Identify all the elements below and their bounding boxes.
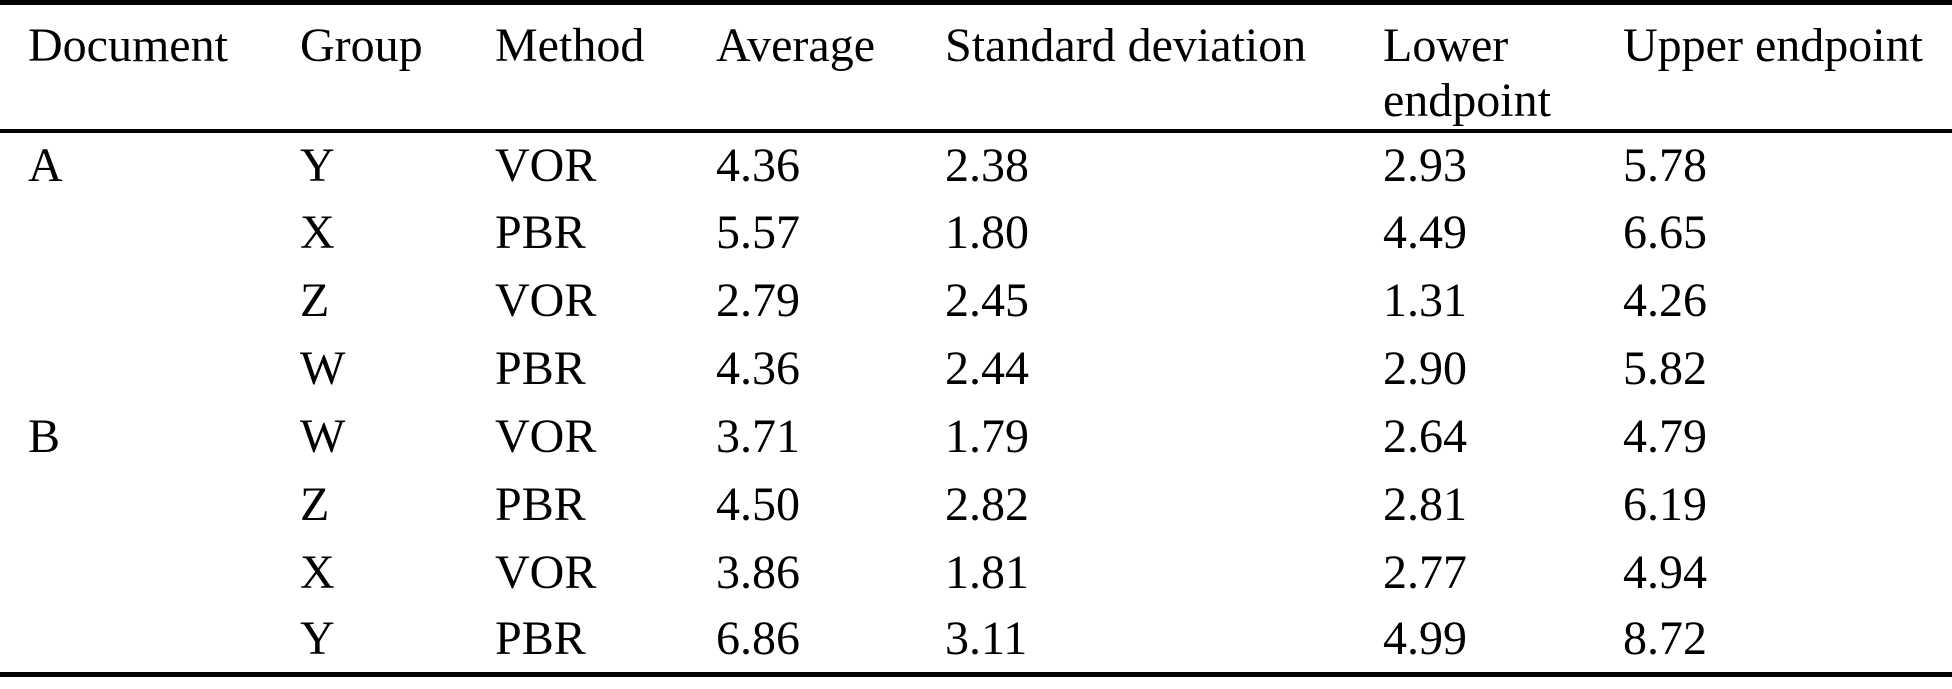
cell-average: 4.36 xyxy=(716,138,800,192)
cell-lower-endpoint: 2.90 xyxy=(1383,341,1467,395)
cell-average: 6.86 xyxy=(716,612,800,666)
cell-std-deviation: 2.82 xyxy=(945,477,1029,531)
cell-group: Y xyxy=(300,138,335,192)
cell-lower-endpoint: 4.49 xyxy=(1383,205,1467,259)
col-header-average: Average xyxy=(716,19,875,72)
table-row: B W VOR 3.71 1.79 2.64 4.79 xyxy=(0,403,1952,471)
cell-document xyxy=(0,539,300,607)
cell-method: VOR xyxy=(495,545,597,599)
table-row: W PBR 4.36 2.44 2.90 5.82 xyxy=(0,335,1952,403)
table-row: X VOR 3.86 1.81 2.77 4.94 xyxy=(0,539,1952,607)
cell-method: VOR xyxy=(495,273,597,327)
col-header-upper-endpoint: Upper endpoint xyxy=(1623,19,1923,72)
col-header-std-deviation: Standard deviation xyxy=(945,19,1307,72)
cell-group: Z xyxy=(300,273,330,327)
cell-lower-endpoint: 4.99 xyxy=(1383,612,1467,666)
col-header-lower-endpoint: Lower endpoint xyxy=(1383,19,1551,128)
cell-average: 4.36 xyxy=(716,341,800,395)
cell-average: 2.79 xyxy=(716,273,800,327)
cell-std-deviation: 2.44 xyxy=(945,341,1029,395)
cell-upper-endpoint: 4.26 xyxy=(1623,273,1707,327)
cell-upper-endpoint: 4.79 xyxy=(1623,409,1707,463)
cell-std-deviation: 1.80 xyxy=(945,205,1029,259)
col-header-method: Method xyxy=(495,19,645,72)
cell-method: PBR xyxy=(495,612,586,666)
cell-group: W xyxy=(300,409,346,463)
cell-group: X xyxy=(300,545,335,599)
cell-method: VOR xyxy=(495,409,597,463)
cell-average: 3.71 xyxy=(716,409,800,463)
cell-upper-endpoint: 6.19 xyxy=(1623,477,1707,531)
cell-document xyxy=(0,267,300,335)
cell-document xyxy=(0,199,300,267)
cell-group: X xyxy=(300,205,335,259)
cell-method: VOR xyxy=(495,138,597,192)
cell-method: PBR xyxy=(495,477,586,531)
cell-document xyxy=(0,471,300,539)
cell-average: 4.50 xyxy=(716,477,800,531)
cell-document xyxy=(0,607,300,675)
col-header-group: Group xyxy=(300,19,423,72)
cell-document: B xyxy=(28,409,61,463)
cell-group: Z xyxy=(300,477,330,531)
cell-upper-endpoint: 5.82 xyxy=(1623,341,1707,395)
cell-lower-endpoint: 2.64 xyxy=(1383,409,1467,463)
cell-std-deviation: 2.38 xyxy=(945,138,1029,192)
cell-method: PBR xyxy=(495,341,586,395)
header-row: Document Group Method Average Standard d… xyxy=(0,3,1952,131)
cell-std-deviation: 2.45 xyxy=(945,273,1029,327)
cell-std-deviation: 3.11 xyxy=(945,612,1028,666)
cell-lower-endpoint: 2.81 xyxy=(1383,477,1467,531)
col-header-document: Document xyxy=(28,19,228,72)
table-row: Z PBR 4.50 2.82 2.81 6.19 xyxy=(0,471,1952,539)
cell-upper-endpoint: 8.72 xyxy=(1623,612,1707,666)
cell-group: Y xyxy=(300,612,335,666)
cell-document: A xyxy=(28,138,63,192)
cell-average: 3.86 xyxy=(716,545,800,599)
cell-average: 5.57 xyxy=(716,205,800,259)
cell-document xyxy=(0,335,300,403)
cell-lower-endpoint: 1.31 xyxy=(1383,273,1467,327)
cell-std-deviation: 1.79 xyxy=(945,409,1029,463)
cell-method: PBR xyxy=(495,205,586,259)
cell-std-deviation: 1.81 xyxy=(945,545,1029,599)
table-row: Y PBR 6.86 3.11 4.99 8.72 xyxy=(0,607,1952,675)
table-row: X PBR 5.57 1.80 4.49 6.65 xyxy=(0,199,1952,267)
cell-lower-endpoint: 2.93 xyxy=(1383,138,1467,192)
cell-group: W xyxy=(300,341,346,395)
table-row: A Y VOR 4.36 2.38 2.93 5.78 xyxy=(0,131,1952,199)
cell-upper-endpoint: 4.94 xyxy=(1623,545,1707,599)
cell-upper-endpoint: 5.78 xyxy=(1623,138,1707,192)
cell-lower-endpoint: 2.77 xyxy=(1383,545,1467,599)
cell-upper-endpoint: 6.65 xyxy=(1623,205,1707,259)
table-row: Z VOR 2.79 2.45 1.31 4.26 xyxy=(0,267,1952,335)
